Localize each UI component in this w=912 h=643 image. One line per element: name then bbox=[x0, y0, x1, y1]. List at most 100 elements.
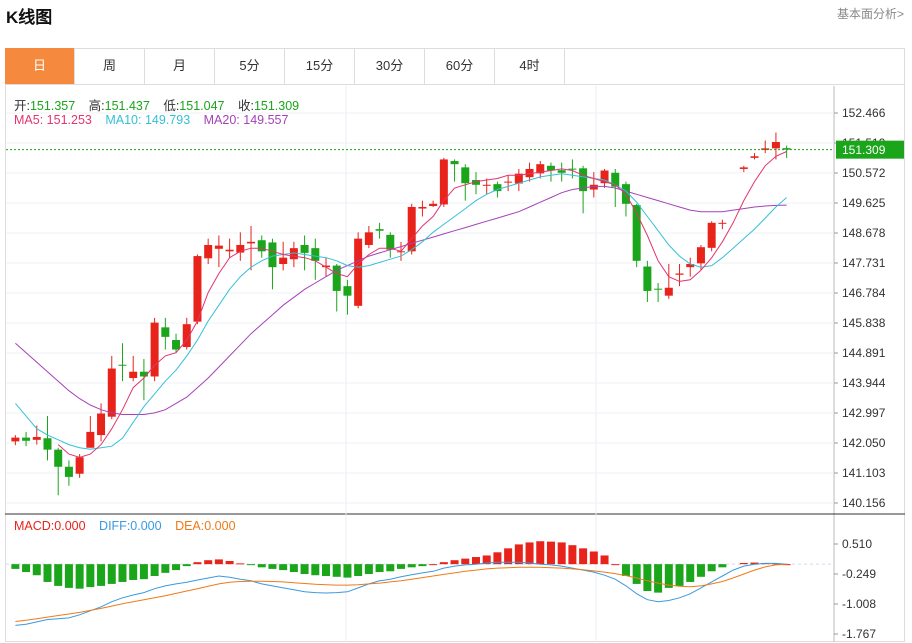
dea-value: 0.000 bbox=[204, 519, 236, 533]
candle-body-31 bbox=[343, 286, 352, 296]
macd-bar-43 bbox=[471, 557, 480, 565]
macd-bar-69 bbox=[750, 562, 759, 565]
ma5-label: MA5: bbox=[14, 113, 44, 127]
candle-body-19 bbox=[214, 245, 223, 249]
candle-body-51 bbox=[557, 170, 566, 173]
ma-info: MA5: 151.253 MA10: 149.793 MA20: 149.557 bbox=[14, 113, 298, 127]
tab-5[interactable]: 30分 bbox=[355, 48, 425, 84]
tab-3[interactable]: 5分 bbox=[215, 48, 285, 84]
candle-body-35 bbox=[386, 234, 395, 250]
macd-bar-45 bbox=[493, 552, 502, 565]
price-tick-label-7: 145.838 bbox=[842, 316, 886, 330]
open-label: 开: bbox=[14, 99, 30, 113]
macd-bar-6 bbox=[75, 564, 84, 589]
macd-bar-36 bbox=[397, 564, 405, 569]
candle-body-47 bbox=[514, 173, 523, 184]
candle-body-10 bbox=[118, 364, 127, 366]
close-label: 收: bbox=[237, 99, 254, 113]
macd-label: MACD: bbox=[14, 519, 55, 533]
ma20-label: MA20: bbox=[203, 113, 240, 127]
macd-value: 0.000 bbox=[54, 519, 86, 533]
candle-body-34 bbox=[375, 229, 384, 231]
macd-bar-7 bbox=[86, 564, 95, 588]
macd-bar-22 bbox=[247, 564, 256, 566]
candle-body-21 bbox=[236, 244, 245, 253]
candle-body-22 bbox=[247, 241, 256, 244]
candle-body-18 bbox=[204, 244, 213, 259]
macd-bar-64 bbox=[696, 564, 705, 577]
ma20-line bbox=[15, 185, 787, 415]
price-tick-label-13: 140.156 bbox=[842, 496, 886, 510]
candle-body-8 bbox=[97, 413, 106, 436]
tab-0[interactable]: 日 bbox=[5, 48, 75, 84]
macd-tick-label-2: -1.008 bbox=[842, 597, 876, 611]
dea-label: DEA: bbox=[175, 519, 205, 533]
ma20-value: 149.557 bbox=[243, 113, 289, 127]
tab-4[interactable]: 15分 bbox=[285, 48, 355, 84]
candle-body-26 bbox=[289, 248, 298, 260]
macd-bar-61 bbox=[664, 564, 673, 588]
fundamental-analysis-link[interactable]: 基本面分析> bbox=[836, 7, 904, 21]
tab-2[interactable]: 月 bbox=[145, 48, 215, 84]
candle-body-11 bbox=[129, 371, 138, 379]
candle-body-12 bbox=[139, 371, 148, 377]
macd-bar-59 bbox=[643, 564, 652, 592]
macd-bar-48 bbox=[525, 542, 534, 565]
macd-bar-19 bbox=[214, 559, 223, 565]
candle-body-58 bbox=[632, 205, 641, 261]
price-tick-label-3: 149.625 bbox=[842, 196, 886, 210]
macd-bar-60 bbox=[654, 564, 663, 593]
macd-bar-37 bbox=[407, 564, 416, 568]
candle-body-71 bbox=[771, 142, 780, 149]
macd-bar-28 bbox=[311, 564, 320, 576]
macd-bar-65 bbox=[707, 564, 716, 572]
price-tick-label-6: 146.784 bbox=[842, 286, 886, 300]
ma10-value: 149.793 bbox=[144, 113, 191, 127]
macd-bar-47 bbox=[514, 544, 523, 565]
macd-bar-5 bbox=[64, 564, 73, 588]
candle-body-5 bbox=[64, 466, 73, 477]
macd-bar-35 bbox=[386, 564, 395, 572]
candle-body-13 bbox=[150, 322, 159, 377]
candle-body-53 bbox=[579, 168, 588, 192]
tab-7[interactable]: 4时 bbox=[495, 48, 565, 84]
candle-body-40 bbox=[439, 159, 448, 205]
macd-tick-label-1: -0.249 bbox=[842, 567, 876, 581]
macd-bar-66 bbox=[718, 564, 727, 568]
macd-bar-11 bbox=[129, 564, 138, 580]
candle-body-42 bbox=[461, 167, 470, 184]
last-price-tag-label: 151.309 bbox=[842, 143, 886, 157]
candle-body-23 bbox=[257, 240, 266, 252]
macd-bar-16 bbox=[182, 564, 191, 567]
macd-bar-62 bbox=[675, 564, 684, 586]
macd-bar-25 bbox=[279, 564, 288, 571]
candle-body-65 bbox=[707, 222, 716, 248]
candle-body-7 bbox=[86, 431, 95, 448]
candle-body-9 bbox=[107, 368, 116, 417]
tab-1[interactable]: 周 bbox=[75, 48, 145, 84]
ohlc-info: 开:151.357 高:151.437 低:151.047 收:151.309 bbox=[14, 95, 309, 114]
diff-label: DIFF: bbox=[99, 519, 131, 533]
macd-bar-17 bbox=[193, 562, 202, 565]
last-price-tag bbox=[836, 140, 904, 159]
macd-tick-label-0: 0.510 bbox=[842, 537, 872, 551]
macd-bar-13 bbox=[150, 564, 159, 577]
candle-body-63 bbox=[686, 263, 695, 268]
candle-body-54 bbox=[589, 184, 598, 190]
macd-bar-57 bbox=[621, 564, 630, 577]
tab-6[interactable]: 60分 bbox=[425, 48, 495, 84]
macd-bar-26 bbox=[289, 564, 298, 573]
macd-bar-55 bbox=[600, 555, 609, 565]
candle-body-49 bbox=[536, 164, 545, 174]
price-tick-label-2: 150.572 bbox=[842, 166, 886, 180]
diff-value: 0.000 bbox=[130, 519, 162, 533]
price-tick-label-12: 141.103 bbox=[842, 466, 886, 480]
macd-bar-0 bbox=[11, 564, 20, 569]
candle-body-14 bbox=[161, 327, 170, 337]
candle-body-41 bbox=[450, 161, 459, 165]
macd-bar-50 bbox=[546, 541, 555, 565]
candle-body-43 bbox=[471, 180, 480, 185]
high-value: 151.437 bbox=[104, 99, 150, 113]
macd-bar-27 bbox=[300, 564, 309, 575]
